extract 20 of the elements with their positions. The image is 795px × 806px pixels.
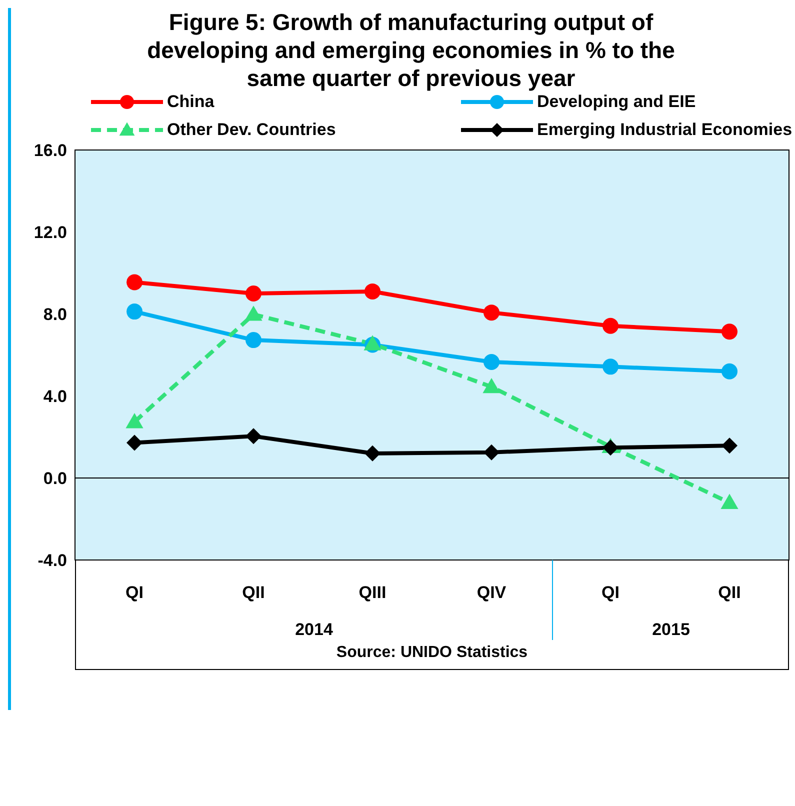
text: 2014: [294, 620, 334, 640]
y-tick-label: 0.0: [43, 469, 67, 488]
legend-label: Emerging Industrial Economies: [537, 120, 792, 140]
y-tick-label: 4.0: [43, 387, 67, 406]
source-note: Source: UNIDO Statistics: [335, 644, 529, 662]
y-tick-label: 8.0: [43, 305, 67, 324]
x-tick-label: QIII: [358, 583, 386, 602]
legend-label: Developing and EIE: [537, 92, 696, 112]
y-tick-label: 16.0: [34, 141, 67, 160]
x-tick-label: QI: [602, 583, 620, 602]
text: 2015: [651, 620, 691, 640]
x-tick-label: QI: [126, 583, 144, 602]
x-tick-label: QII: [718, 583, 741, 602]
chart-title: Figure 5: Growth of manufacturing output of developing and emerging economies in % to the same quarter of previous year: [146, 8, 676, 92]
y-tick-label: -4.0: [38, 551, 67, 570]
legend-label: China: [167, 92, 214, 112]
legend-label: Other Dev. Countries: [167, 120, 336, 140]
x-tick-label: QIV: [476, 583, 507, 602]
x-tick-label: QII: [242, 583, 265, 602]
y-tick-label: 12.0: [34, 223, 67, 242]
